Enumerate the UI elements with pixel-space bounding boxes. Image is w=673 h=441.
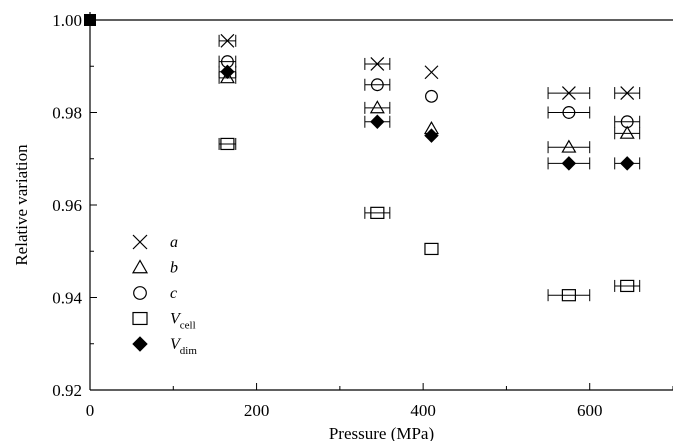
legend-subscript: cell bbox=[180, 320, 196, 332]
data-point-circle bbox=[370, 78, 384, 92]
series-triangle bbox=[84, 14, 641, 154]
y-tick-label: 0.92 bbox=[52, 381, 82, 400]
data-point-triangle bbox=[219, 70, 235, 84]
cross-stroke bbox=[424, 65, 439, 80]
x-tick-label: 400 bbox=[410, 401, 436, 420]
data-point-cross bbox=[424, 65, 439, 80]
data-point-circle bbox=[425, 89, 438, 103]
cross-stroke bbox=[370, 57, 385, 71]
data-point-square bbox=[370, 206, 385, 219]
y-axis-title: Relative variation bbox=[12, 144, 31, 266]
series-circle bbox=[84, 14, 641, 129]
x-tick-label: 0 bbox=[86, 401, 95, 420]
data-point-triangle bbox=[619, 125, 635, 139]
series-cross bbox=[84, 14, 641, 100]
cross-stroke bbox=[132, 234, 148, 250]
data-point-square bbox=[561, 289, 576, 302]
data-point-cross bbox=[620, 86, 635, 100]
data-point-diamond bbox=[561, 156, 577, 171]
data-point-triangle bbox=[369, 100, 385, 114]
legend-marker-diamond bbox=[132, 336, 148, 352]
data-point-square bbox=[424, 242, 439, 256]
x-tick-label: 600 bbox=[577, 401, 603, 420]
legend-label: b bbox=[170, 260, 178, 277]
cross-stroke bbox=[561, 86, 576, 100]
data-point-triangle bbox=[561, 139, 577, 153]
legend-label: Vcell bbox=[170, 311, 196, 332]
data-point-circle bbox=[562, 106, 576, 119]
y-tick-label: 0.98 bbox=[52, 104, 82, 123]
cross-stroke bbox=[620, 86, 635, 100]
data-point-cross bbox=[561, 86, 576, 100]
data-point-diamond bbox=[619, 156, 635, 171]
legend: abc Vcell Vdim bbox=[131, 234, 197, 357]
legend-label: a bbox=[170, 234, 178, 251]
legend-marker-circle bbox=[133, 286, 147, 300]
data-point-diamond bbox=[424, 128, 439, 143]
data-point-square bbox=[620, 279, 635, 293]
y-tick-label: 1.00 bbox=[52, 11, 82, 30]
y-tick-label: 0.96 bbox=[52, 196, 82, 215]
legend-subscript: dim bbox=[180, 345, 198, 357]
data-marks bbox=[84, 14, 641, 302]
cross-stroke bbox=[220, 33, 235, 48]
data-point-diamond bbox=[220, 64, 235, 80]
series-square bbox=[84, 14, 641, 302]
axes: Pressure (MPa) Relative variation 0.92 0.… bbox=[12, 11, 673, 441]
series-diamond bbox=[84, 14, 641, 171]
legend-label: Vdim bbox=[170, 336, 197, 357]
data-point-cross bbox=[370, 57, 385, 71]
x-axis-title: Pressure (MPa) bbox=[329, 424, 434, 441]
data-point-cross bbox=[220, 33, 235, 48]
data-point-diamond bbox=[370, 114, 385, 129]
x-tick-label: 200 bbox=[244, 401, 270, 420]
legend-marker-square bbox=[132, 311, 148, 326]
legend-marker-triangle bbox=[131, 259, 149, 274]
y-tick-label: 0.94 bbox=[52, 289, 82, 308]
data-point-circle bbox=[620, 115, 634, 129]
legend-marker-cross bbox=[132, 234, 148, 250]
legend-label: c bbox=[170, 285, 177, 302]
data-point-square bbox=[220, 137, 235, 151]
